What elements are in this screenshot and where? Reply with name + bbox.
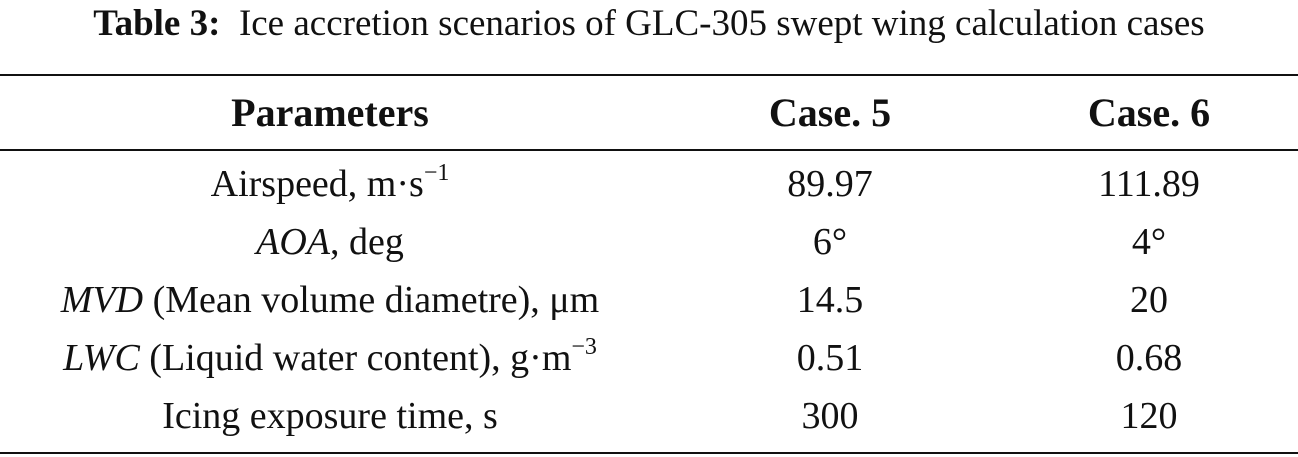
table-row: Icing exposure time, s 300 120 xyxy=(0,387,1298,445)
row-aoa-param: AOA, deg xyxy=(256,221,404,263)
table-header-row: Parameters Case. 5 Case. 6 xyxy=(0,76,1298,149)
table-bottom-rule xyxy=(0,452,1298,454)
row-airspeed-param: Airspeed, m·s−1 xyxy=(210,160,450,205)
table-top-rule xyxy=(0,74,1298,76)
row-airspeed-case6: 111.89 xyxy=(1098,163,1200,205)
row-airspeed-case5: 89.97 xyxy=(787,163,873,205)
row-lwc-case6: 0.68 xyxy=(1115,337,1183,379)
header-case-6: Case. 6 xyxy=(1087,90,1211,135)
table-row: AOA, deg 6° 4° xyxy=(0,213,1298,271)
header-case-5: Case. 5 xyxy=(768,90,892,135)
row-aoa-case6: 4° xyxy=(1131,221,1167,263)
caption-text: Ice accretion scenarios of GLC-305 swept… xyxy=(238,3,1205,44)
table-row: MVD (Mean volume diametre), μm 14.5 20 xyxy=(0,271,1298,329)
table-header-rule xyxy=(0,149,1298,151)
row-mvd-param: MVD (Mean volume diametre), μm xyxy=(60,279,600,321)
table-row: Airspeed, m·s−1 89.97 111.89 xyxy=(0,155,1298,213)
row-exposure-case5: 300 xyxy=(801,395,859,437)
row-lwc-param: LWC (Liquid water content), g·m−3 xyxy=(63,334,597,379)
table-caption: Table 3: Ice accretion scenarios of GLC-… xyxy=(0,2,1298,46)
header-parameters: Parameters xyxy=(231,90,429,135)
table-row: LWC (Liquid water content), g·m−3 0.51 0… xyxy=(0,329,1298,387)
row-aoa-case5: 6° xyxy=(812,221,848,263)
row-exposure-param: Icing exposure time, s xyxy=(162,395,498,437)
caption-label: Table 3: xyxy=(93,3,221,44)
row-lwc-case5: 0.51 xyxy=(796,337,864,379)
row-exposure-case6: 120 xyxy=(1120,395,1178,437)
row-mvd-case6: 20 xyxy=(1130,279,1168,321)
row-mvd-case5: 14.5 xyxy=(796,279,864,321)
parameters-table: Parameters Case. 5 Case. 6 Airspeed, m·s… xyxy=(0,76,1298,445)
